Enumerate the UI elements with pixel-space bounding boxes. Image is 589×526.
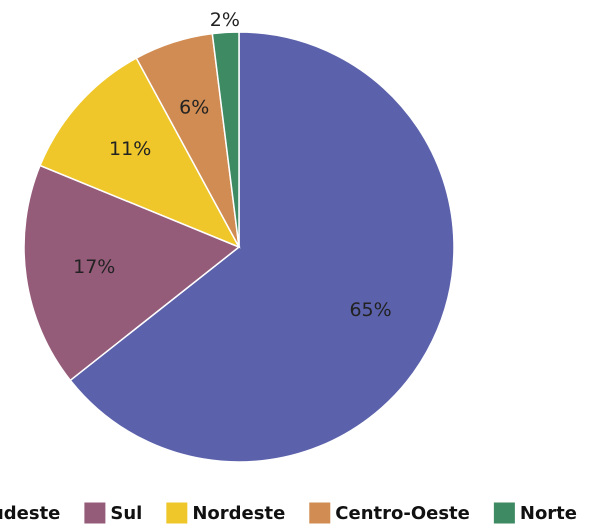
- slice-label: 65%: [349, 299, 391, 321]
- pie-slice: [23, 164, 241, 382]
- legend-label: Sul: [110, 503, 142, 524]
- legend-swatch: [493, 502, 515, 524]
- legend-label: Centro-Oeste: [335, 503, 470, 524]
- slice-label: 2%: [210, 9, 240, 31]
- pie-slice: [69, 31, 455, 463]
- legend-label: Sudeste: [0, 503, 60, 524]
- pie-slice: [211, 31, 240, 248]
- pie-slice: [39, 57, 241, 249]
- legend-label: Norte: [520, 503, 577, 524]
- legend-swatch: [309, 502, 331, 524]
- slice-label: 6%: [179, 96, 209, 118]
- legend-swatch: [84, 502, 106, 524]
- slice-label: 11%: [109, 138, 151, 160]
- legend-swatch: [166, 502, 188, 524]
- slice-label: 17%: [73, 256, 115, 278]
- legend-label: Nordeste: [192, 503, 285, 524]
